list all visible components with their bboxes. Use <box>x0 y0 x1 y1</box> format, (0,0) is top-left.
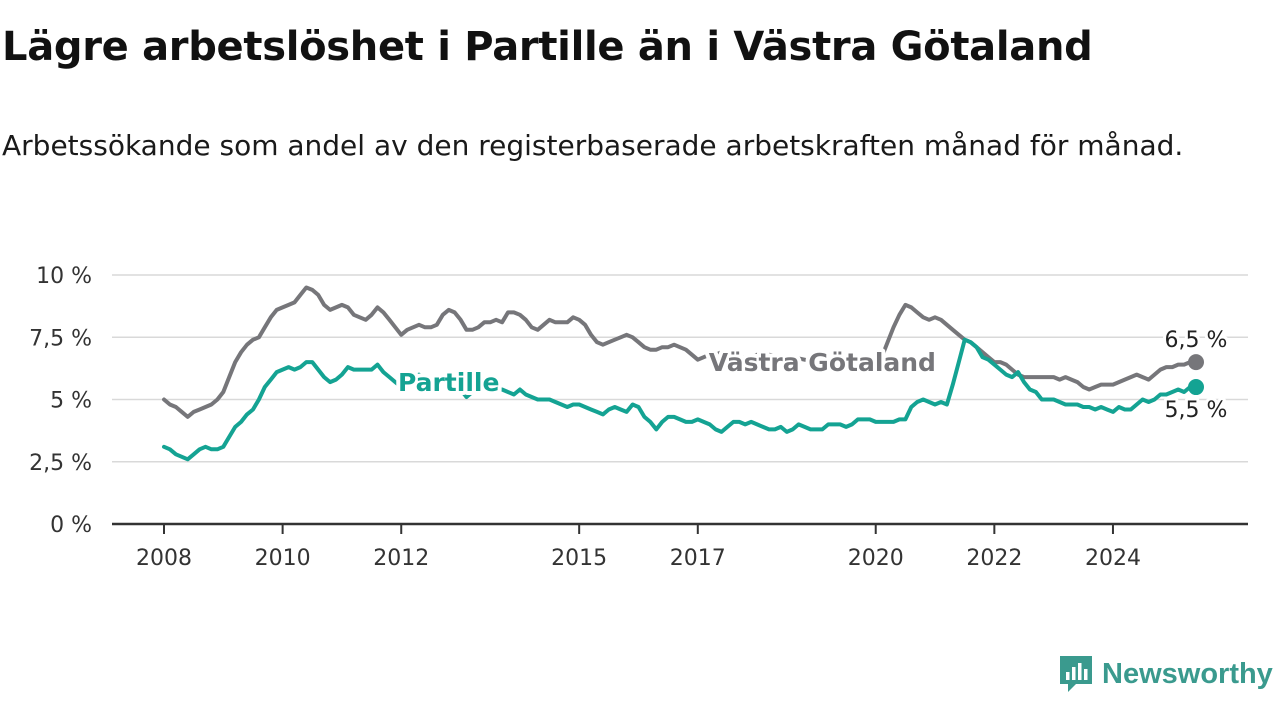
y-tick-label: 0 % <box>50 513 92 538</box>
y-tick-label: 7,5 % <box>29 326 92 351</box>
series-end-point <box>1188 379 1204 396</box>
y-tick-label: 2,5 % <box>29 451 92 476</box>
y-tick-label: 5 % <box>50 389 92 414</box>
series-label: Partille <box>398 368 499 397</box>
x-tick-label: 2012 <box>373 546 429 571</box>
axes: 0 % 2,5 % 5 % 7,5 % 10 % 2008 2010 2012 2015 2017… <box>29 264 1248 571</box>
y-tick-label: 10 % <box>36 264 92 289</box>
series-label-halo: Partille <box>398 368 499 397</box>
end-value-halo: 6,5 % <box>1165 328 1228 353</box>
series-label-halo: Västra Götaland <box>709 348 936 377</box>
newsworthy-logo: Newsworthy <box>1058 652 1273 696</box>
series-end-point <box>1188 354 1204 371</box>
bar-chart-icon <box>1060 656 1092 692</box>
end-value-label: 5,5 % <box>1165 398 1228 423</box>
brand-name: Newsworthy <box>1102 657 1273 690</box>
series-lines <box>162 285 1204 462</box>
series-label: Västra Götaland <box>709 348 936 377</box>
x-tick-label: 2020 <box>848 546 904 571</box>
x-tick-label: 2024 <box>1085 546 1141 571</box>
chart-subtitle: Arbetssökande som andel av den registerb… <box>2 129 1184 162</box>
x-tick-label: 2010 <box>255 546 311 571</box>
series-line-0 <box>162 285 1198 419</box>
x-tick-label: 2017 <box>670 546 726 571</box>
end-value-halo: 5,5 % <box>1165 398 1228 423</box>
x-tick-label: 2022 <box>966 546 1022 571</box>
end-value-label: 6,5 % <box>1165 328 1228 353</box>
chart-title: Lägre arbetslöshet i Partille än i Västr… <box>2 24 1093 70</box>
x-tick-label: 2008 <box>136 546 192 571</box>
series-line-1 <box>162 337 1198 462</box>
x-tick-label: 2015 <box>551 546 607 571</box>
